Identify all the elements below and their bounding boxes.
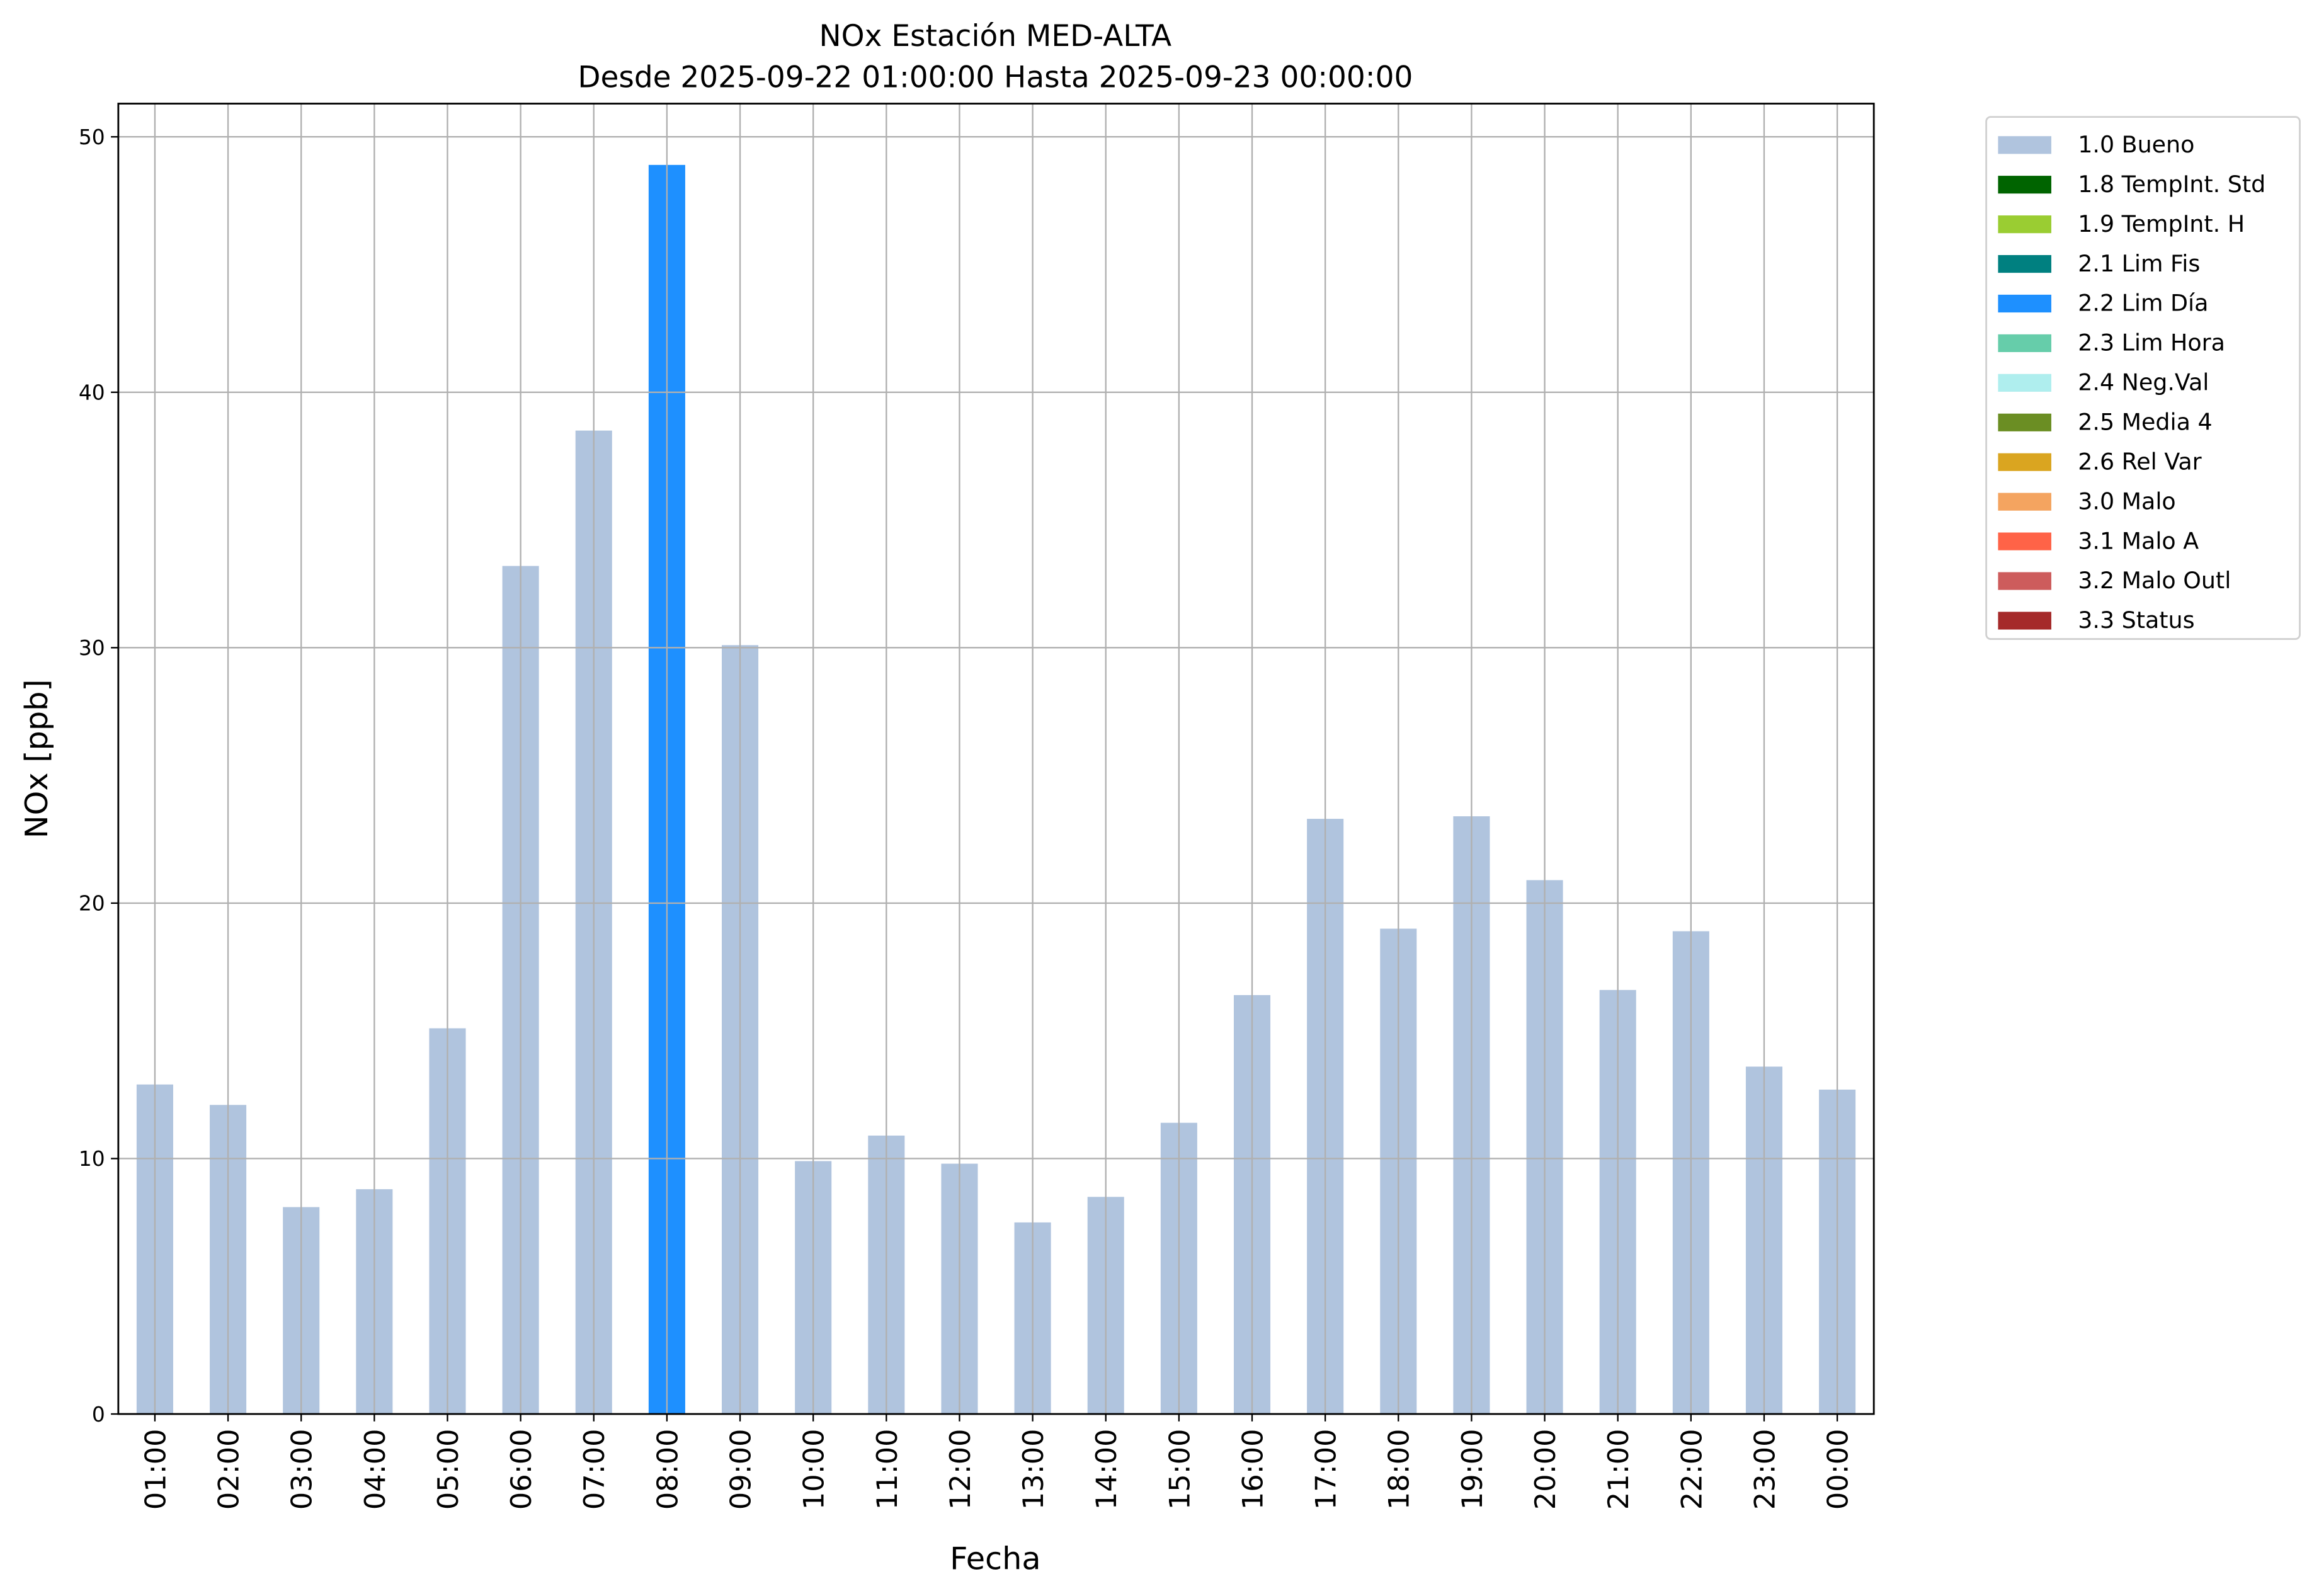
legend-label: 3.3 Status: [2078, 607, 2194, 634]
x-tick-label: 10:00: [798, 1429, 831, 1510]
legend-swatch: [1998, 453, 2051, 471]
x-tick-label: 19:00: [1456, 1429, 1489, 1510]
legend-label: 2.1 Lim Fis: [2078, 250, 2200, 277]
legend-swatch: [1998, 532, 2051, 550]
x-tick-label: 05:00: [432, 1429, 465, 1510]
legend-label: 2.6 Rel Var: [2078, 448, 2201, 475]
x-tick-label: 07:00: [578, 1429, 611, 1510]
x-tick-label: 17:00: [1310, 1429, 1343, 1510]
x-tick-label: 14:00: [1090, 1429, 1123, 1510]
x-axis: 01:00 02:00 03:00 04:00 05:00 06:00 07:00 08:00…: [139, 1414, 1855, 1510]
x-tick-label: 23:00: [1748, 1429, 1781, 1510]
x-tick-label: 02:00: [213, 1429, 246, 1510]
y-tick-label: 10: [79, 1146, 105, 1171]
legend-swatch: [1998, 294, 2051, 313]
legend-swatch: [1998, 176, 2051, 194]
legend-label: 2.3 Lim Hora: [2078, 329, 2225, 356]
x-tick-label: 15:00: [1163, 1429, 1196, 1510]
x-tick-label: 12:00: [944, 1429, 977, 1510]
legend-frame: [1985, 116, 2301, 640]
x-tick-label: 06:00: [505, 1429, 538, 1510]
y-tick-label: 30: [79, 636, 105, 660]
y-axis: 0 10 20 30 40 50: [79, 125, 118, 1427]
y-tick-label: 50: [79, 125, 105, 149]
x-tick-label: 22:00: [1675, 1429, 1708, 1510]
y-tick-label: 40: [79, 380, 105, 405]
legend-label: 1.9 TempInt. H: [2078, 210, 2245, 237]
legend-label: 1.8 TempInt. Std: [2078, 171, 2265, 198]
bars: [136, 164, 1856, 1415]
x-tick-label: 00:00: [1822, 1429, 1855, 1510]
y-tick-label: 0: [92, 1402, 105, 1427]
legend-label: 3.0 Malo: [2078, 487, 2175, 515]
legend-swatch: [1998, 612, 2051, 630]
legend-swatch: [1998, 136, 2051, 154]
legend-swatch: [1998, 334, 2051, 353]
x-tick-label: 20:00: [1529, 1429, 1562, 1510]
y-axis-label: NOx [ppb]: [18, 679, 55, 838]
legend-label: 3.2 Malo Outl: [2078, 567, 2231, 594]
legend-swatch: [1998, 572, 2051, 590]
x-tick-label: 09:00: [724, 1429, 757, 1510]
x-axis-label: Fecha: [950, 1541, 1041, 1577]
x-tick-label: 16:00: [1236, 1429, 1269, 1510]
legend-swatch: [1998, 493, 2051, 511]
x-tick-label: 11:00: [871, 1429, 904, 1510]
legend-label: 2.2 Lim Día: [2078, 290, 2208, 317]
y-tick-label: 20: [79, 891, 105, 916]
x-tick-label: 01:00: [139, 1429, 172, 1510]
x-tick-label: 03:00: [286, 1429, 319, 1510]
x-tick-label: 08:00: [651, 1429, 684, 1510]
legend-swatch: [1998, 215, 2051, 234]
legend-label: 1.0 Bueno: [2078, 131, 2194, 158]
legend: 1.0 Bueno 1.8 TempInt. Std 1.9 TempInt. H 2…: [1985, 116, 2301, 640]
plot-frame: [117, 103, 1875, 1415]
legend-label: 2.4 Neg.Val: [2078, 369, 2209, 396]
chart-subtitle: Desde 2025-09-22 01:00:00 Hasta 2025-09-…: [578, 60, 1413, 95]
x-tick-label: 13:00: [1017, 1429, 1050, 1510]
legend-swatch: [1998, 413, 2051, 431]
x-tick-label: 04:00: [359, 1429, 392, 1510]
legend-swatch: [1998, 254, 2051, 273]
legend-label: 2.5 Media 4: [2078, 409, 2212, 436]
chart-title: NOx Estación MED-ALTA: [819, 19, 1172, 54]
x-tick-label: 21:00: [1602, 1429, 1635, 1510]
legend-label: 3.1 Malo A: [2078, 527, 2199, 554]
legend-swatch: [1998, 373, 2051, 392]
x-tick-label: 18:00: [1383, 1429, 1416, 1510]
